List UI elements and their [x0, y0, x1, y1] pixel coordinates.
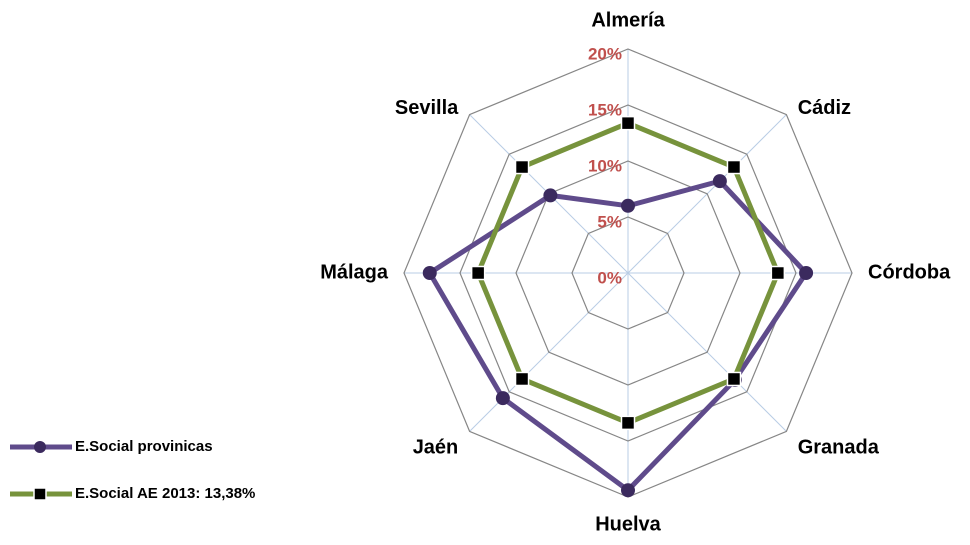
marker	[495, 391, 510, 406]
legend-label: E.Social AE 2013: 13,38%	[75, 485, 255, 502]
tick-label: 10%	[588, 156, 622, 175]
tick-label: 20%	[588, 44, 622, 63]
marker	[514, 371, 530, 387]
marker	[422, 266, 437, 280]
category-label: Córdoba	[868, 261, 951, 283]
marker	[726, 159, 742, 175]
legend-marker	[33, 487, 47, 501]
marker	[543, 188, 558, 203]
marker	[620, 415, 636, 431]
category-label: Huelva	[595, 513, 661, 535]
marker	[621, 198, 635, 213]
legend-marker	[34, 441, 46, 453]
tick-label: 5%	[597, 212, 622, 231]
legend-label: E.Social provinicas	[75, 438, 213, 455]
category-label: Almería	[591, 9, 665, 31]
grid-ring	[459, 104, 797, 442]
category-label: Málaga	[320, 261, 389, 283]
marker	[470, 265, 486, 281]
category-label: Jaén	[413, 437, 459, 459]
tick-label: 15%	[588, 100, 622, 119]
marker	[514, 159, 530, 175]
category-label: Sevilla	[395, 97, 459, 119]
grid-ring	[515, 160, 741, 386]
tick-label: 0%	[597, 268, 622, 287]
marker	[726, 371, 742, 387]
category-label: Cádiz	[798, 97, 851, 119]
marker	[770, 265, 786, 281]
marker	[799, 266, 814, 280]
grid-ring	[571, 216, 685, 330]
marker	[620, 115, 636, 131]
marker	[621, 483, 635, 498]
marker	[712, 174, 727, 189]
category-label: Granada	[798, 437, 880, 459]
